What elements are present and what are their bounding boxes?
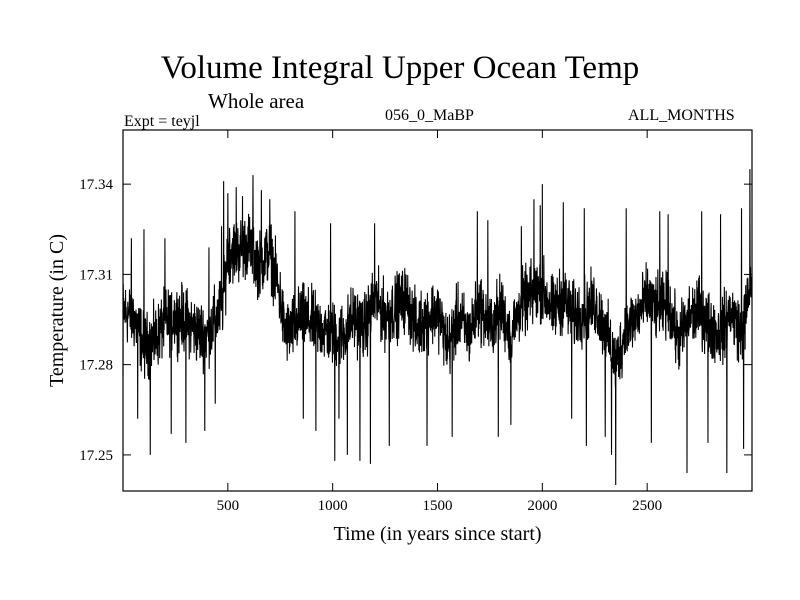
axis-layer: 500 1000 1500 2000 2500 17.25 17.28 17.31 17.34 [79, 130, 752, 514]
period-label: 056_0_MaBP [385, 107, 474, 124]
x-tick-label: 2000 [527, 498, 557, 514]
series-layer [122, 169, 753, 485]
y-tick-label: 17.31 [79, 267, 113, 283]
x-tick-label: 2500 [632, 498, 662, 514]
x-tick-label: 500 [217, 498, 240, 514]
chart-title: Volume Integral Upper Ocean Temp [160, 50, 640, 86]
y-tick-label: 17.25 [79, 448, 113, 464]
season-label: ALL_MONTHS [628, 107, 735, 124]
x-tick-label: 1500 [423, 498, 453, 514]
y-tick-label: 17.28 [79, 358, 113, 374]
y-tick-label: 17.34 [79, 177, 113, 193]
x-tick-label: 1000 [318, 498, 348, 514]
series-line [122, 169, 753, 485]
chart-subtitle: Whole area [208, 89, 305, 113]
y-axis-label: Temperature (in C) [46, 234, 68, 387]
x-axis-label: Time (in years since start) [333, 523, 541, 545]
experiment-label: Expt = teyjl [124, 113, 200, 130]
